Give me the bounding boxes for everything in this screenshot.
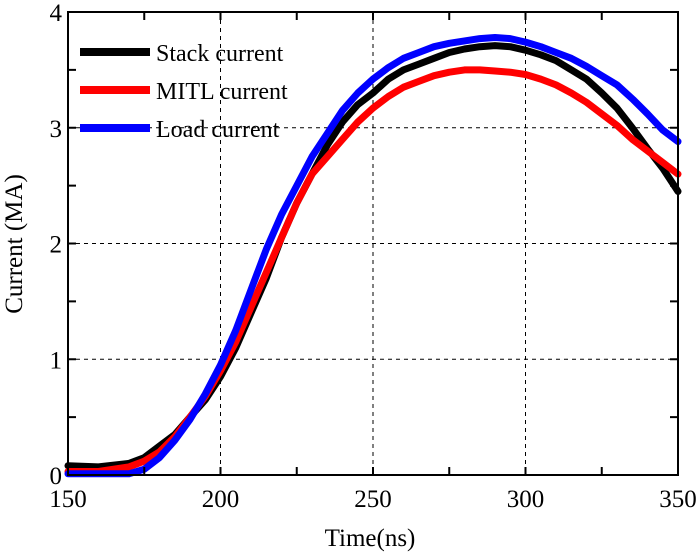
x-tick-label: 150 <box>49 486 87 513</box>
x-tick-label: 300 <box>507 486 545 513</box>
y-tick-label: 0 <box>50 463 63 490</box>
y-axis-label: Current (MA) <box>1 174 28 314</box>
series-line-load-current <box>64 34 682 478</box>
legend-label: Stack current <box>156 41 284 67</box>
legend-label: Load current <box>156 117 280 143</box>
y-tick-label: 3 <box>50 116 63 143</box>
y-tick-label: 4 <box>50 0 63 27</box>
legend-label: MITL current <box>156 79 288 105</box>
x-axis-label: Time(ns) <box>325 525 416 552</box>
grid-lines <box>68 12 678 475</box>
x-tick-label: 250 <box>354 486 392 513</box>
x-tick-label: 200 <box>202 486 240 513</box>
legend: Stack current MITL current Load current <box>80 41 288 143</box>
axis-ticks: 150 200 250 300 350 0 1 2 3 4 <box>49 0 697 513</box>
y-tick-label: 1 <box>50 347 63 374</box>
series-lines <box>64 34 682 478</box>
y-tick-label: 2 <box>50 232 63 259</box>
x-tick-label: 350 <box>659 486 697 513</box>
